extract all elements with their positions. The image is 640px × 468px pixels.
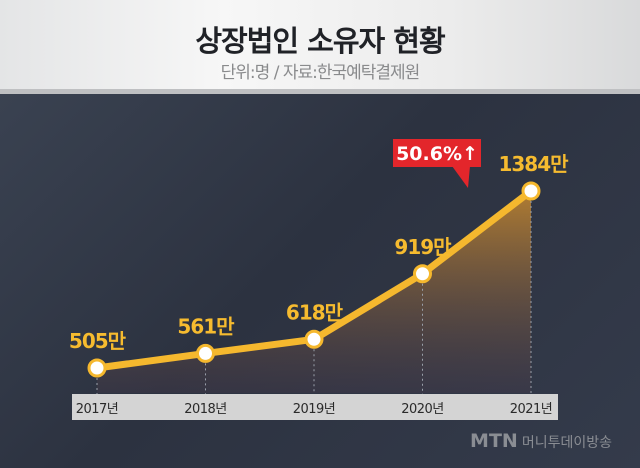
data-label: 505만 (69, 329, 127, 353)
data-label: 618만 (286, 300, 344, 324)
x-tick-label: 2020년 (401, 402, 444, 417)
data-point (196, 343, 215, 363)
logo-brand: MTN (470, 430, 518, 452)
divider (0, 89, 640, 94)
callout-pointer (452, 166, 470, 188)
x-tick-label: 2019년 (293, 402, 336, 417)
data-point (521, 181, 541, 201)
x-tick-label: 2017년 (76, 402, 119, 417)
data-point (87, 358, 107, 378)
header: 상장법인 소유자 현황 단위:명 / 자료:한국예탁결제원 (0, 0, 640, 89)
data-point (304, 329, 324, 349)
x-tick-label: 2018년 (184, 402, 227, 417)
data-label: 919만 (394, 235, 452, 259)
data-point (413, 264, 432, 284)
logo-name: 머니투데이방송 (521, 435, 612, 451)
logo: MTN 머니투데이방송 (470, 430, 612, 452)
x-tick-label: 2021년 (510, 402, 553, 417)
chart-title: 상장법인 소유자 현황 (195, 24, 445, 58)
callout-box (393, 139, 481, 167)
callout-text: 50.6%↑ (396, 143, 478, 165)
area-fill (97, 191, 531, 393)
chart-subtitle: 단위:명 / 자료:한국예탁결제원 (220, 63, 421, 83)
x-axis-bar (72, 394, 558, 420)
data-label: 561만 (177, 314, 235, 338)
data-label: 1384만 (498, 152, 569, 176)
